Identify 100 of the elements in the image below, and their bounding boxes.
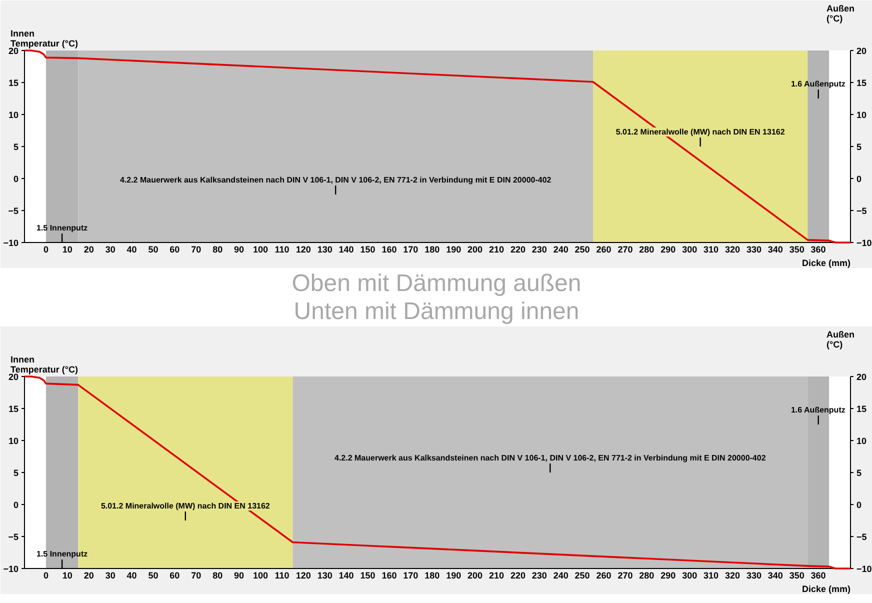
x-tick-label: 60 <box>170 570 180 580</box>
x-tick-label: 270 <box>618 244 633 254</box>
x-tick-label: 170 <box>403 570 418 580</box>
y-tick-label: 15 <box>8 78 19 88</box>
band-label: 4.2.2 Mauerwerk aus Kalksandsteinen nach DIN V 106-1, DIN V 106-2, EN 771-2 in Verbindung mit E DIN 20000-402 <box>334 454 766 462</box>
y2-tick-label: 15 <box>856 78 867 88</box>
x-tick-label: 330 <box>746 244 762 254</box>
x-tick-label: 320 <box>724 244 740 254</box>
x-tick-label: 250 <box>574 570 590 580</box>
x-tick-label: 270 <box>618 570 633 580</box>
x-tick-label: 140 <box>338 570 354 580</box>
x-tick-label: 70 <box>191 570 202 580</box>
x-tick-label: 320 <box>724 570 740 580</box>
x-tick-label: 110 <box>274 244 290 254</box>
x-tick-label: 20 <box>84 570 94 580</box>
x-tick-label: 100 <box>252 244 268 254</box>
band-label: 1.5 Innenputz <box>36 224 88 232</box>
band-label: 1.6 Außenputz <box>790 406 846 414</box>
x-tick-label: 110 <box>274 570 290 580</box>
x-tick-label: 360 <box>810 244 826 254</box>
x-tick-label: 310 <box>704 570 719 580</box>
line-series <box>24 376 852 570</box>
y-tick-label: 10 <box>8 110 19 120</box>
x-tick-label: 280 <box>639 244 654 254</box>
y2-axis-title: Außen (°C) <box>826 4 854 24</box>
band-label: 5.01.2 Mineralwolle (MW) nach DIN EN 13162 <box>100 502 270 510</box>
x-tick-label: 350 <box>789 244 804 254</box>
y2-tick-label: −5 <box>856 206 867 216</box>
x-tick-label: 190 <box>446 244 462 254</box>
x-tick-label: 30 <box>105 244 116 254</box>
x-tick-label: 200 <box>468 244 483 254</box>
x-tick-label: 340 <box>768 244 783 254</box>
y-tick-label: 0 <box>13 500 19 510</box>
y2-tick-label: 10 <box>856 436 867 446</box>
x-tick-label: 130 <box>317 244 332 254</box>
x-tick-label: 350 <box>789 570 804 580</box>
line-series <box>24 50 852 244</box>
band-label: 1.5 Innenputz <box>36 550 88 558</box>
y2-tick-label: 0 <box>856 174 862 184</box>
x-tick-label: 80 <box>212 244 223 254</box>
x-tick-label: 190 <box>446 570 462 580</box>
y-tick-label: −5 <box>8 532 19 542</box>
x-tick-label: 360 <box>810 570 826 580</box>
y-axis-title: Innen Temperatur (°C) <box>10 28 78 48</box>
x-tick-label: 30 <box>105 570 116 580</box>
x-tick-label: 310 <box>704 244 719 254</box>
x-tick-label: 150 <box>360 244 376 254</box>
y-tick-label: −10 <box>3 238 19 248</box>
y2-tick-label: −10 <box>856 238 872 248</box>
x-tick-label: 50 <box>148 570 158 580</box>
y-tick-label: −5 <box>8 206 19 216</box>
y-tick-label: 10 <box>8 436 19 446</box>
x-tick-label: 50 <box>148 244 158 254</box>
x-tick-label: 70 <box>191 244 202 254</box>
x-tick-label: 340 <box>768 570 783 580</box>
x-tick-label: 220 <box>510 244 526 254</box>
x-tick-label: 290 <box>660 570 676 580</box>
x-tick-label: 210 <box>488 570 504 580</box>
x-tick-label: 40 <box>126 244 137 254</box>
y2-tick-label: 0 <box>856 500 862 510</box>
x-tick-label: 150 <box>360 570 376 580</box>
y2-axis-title: Außen (°C) <box>826 330 854 350</box>
text: Unten mit Dämmung innen <box>294 298 580 325</box>
y-tick-label: 20 <box>8 46 19 56</box>
y2-tick-label: 5 <box>856 142 862 152</box>
y2-tick-label: 15 <box>856 404 867 414</box>
x-tick-label: 240 <box>553 244 568 254</box>
x-tick-label: 230 <box>532 244 547 254</box>
x-tick-label: 0 <box>43 570 48 580</box>
x-tick-label: 200 <box>468 570 483 580</box>
x-tick-label: 230 <box>532 570 547 580</box>
y-tick-label: 5 <box>13 468 19 478</box>
x-tick-label: 220 <box>510 570 526 580</box>
x-tick-label: 290 <box>660 244 676 254</box>
x-tick-label: 170 <box>403 244 418 254</box>
x-tick-label: 90 <box>234 244 244 254</box>
x-tick-label: 40 <box>126 570 137 580</box>
x-tick-label: 180 <box>424 570 440 580</box>
band-label: 1.6 Außenputz <box>790 80 846 88</box>
x-tick-label: 330 <box>746 570 762 580</box>
x-tick-label: 280 <box>639 570 654 580</box>
x-tick-label: 300 <box>682 570 698 580</box>
y2-tick-label: 20 <box>856 46 867 56</box>
y-tick-label: 20 <box>8 372 19 382</box>
x-tick-label: 260 <box>596 570 612 580</box>
y2-tick-label: −10 <box>856 564 872 574</box>
y-tick-label: 0 <box>13 174 19 184</box>
x-tick-label: 160 <box>382 570 397 580</box>
y2-tick-label: 20 <box>856 372 867 382</box>
y-tick-label: 15 <box>8 404 19 414</box>
x-tick-label: 260 <box>596 244 612 254</box>
x-tick-label: 240 <box>553 570 568 580</box>
x-tick-label: 20 <box>84 244 94 254</box>
x-tick-label: 160 <box>382 244 397 254</box>
x-tick-label: 10 <box>62 244 72 254</box>
x-axis-title: Dicke (mm) <box>802 584 851 594</box>
y-axis-title: Innen Temperatur (°C) <box>10 354 78 374</box>
band-label: 4.2.2 Mauerwerk aus Kalksandsteinen nach DIN V 106-1, DIN V 106-2, EN 771-2 in Verbindung mit E DIN 20000-402 <box>120 176 552 184</box>
text: Oben mit Dämmung außen <box>292 270 582 297</box>
x-axis-title: Dicke (mm) <box>802 258 851 268</box>
